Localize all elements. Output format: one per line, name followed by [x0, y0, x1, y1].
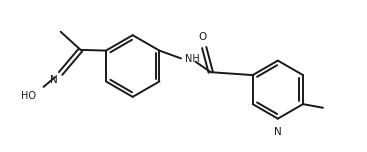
- Text: O: O: [198, 32, 207, 42]
- Text: NH: NH: [185, 54, 200, 64]
- Text: N: N: [274, 127, 282, 137]
- Text: HO: HO: [21, 91, 36, 100]
- Text: N: N: [50, 75, 58, 85]
